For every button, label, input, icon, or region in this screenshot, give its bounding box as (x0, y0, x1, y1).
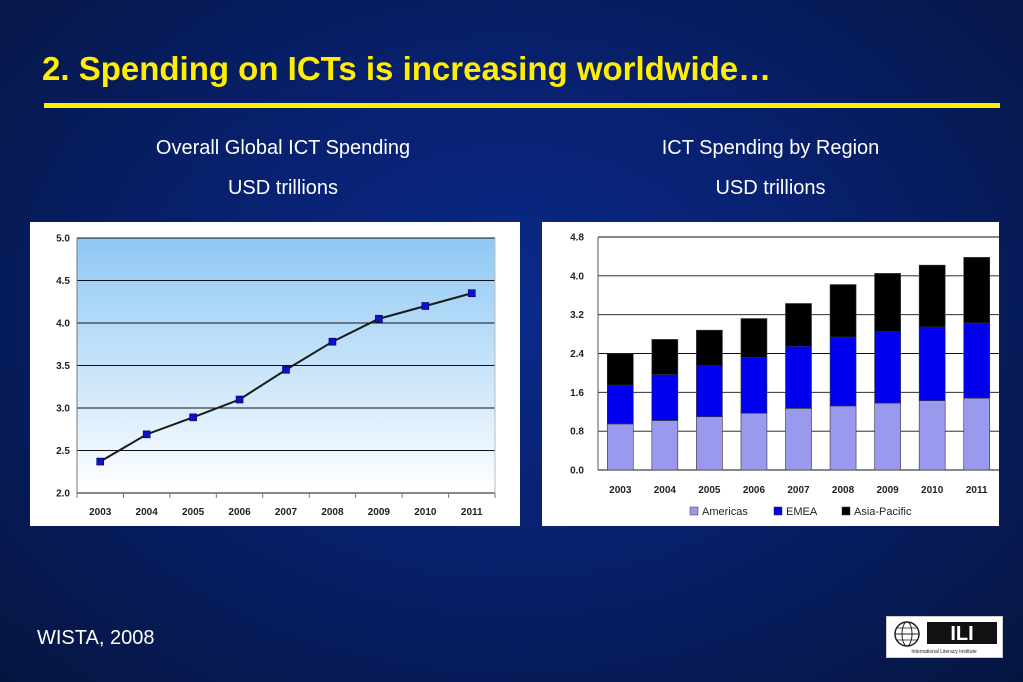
y-tick-label: 0.8 (570, 427, 584, 438)
bar-segment (740, 412, 768, 471)
bar-segment (785, 303, 812, 347)
bar-segment (963, 257, 991, 324)
bar-segment (785, 408, 812, 471)
bar-segment (874, 273, 901, 332)
x-tick-label: 2008 (832, 485, 855, 496)
bar-segment (696, 416, 723, 471)
x-tick-label: 2005 (698, 485, 721, 496)
x-tick-label: 2009 (876, 485, 899, 496)
left-chart-unit: USD trillions (227, 177, 339, 199)
bar-segment (696, 365, 723, 417)
data-point (375, 314, 383, 323)
y-tick-label: 4.5 (56, 276, 70, 287)
y-tick-label: 2.0 (56, 489, 70, 500)
bar-segment (829, 336, 857, 407)
bar-segment (829, 284, 857, 338)
data-point (467, 289, 476, 298)
y-tick-label: 4.0 (56, 319, 70, 330)
globe-icon (894, 621, 920, 647)
logo-text: ILI (950, 623, 973, 645)
bar-segment (606, 423, 634, 471)
bar-segment (829, 405, 857, 471)
x-tick-label: 2011 (966, 485, 988, 496)
x-tick-label: 2006 (743, 485, 766, 496)
data-point (142, 430, 151, 439)
x-tick-label: 2010 (921, 485, 944, 496)
x-tick-label: 2010 (414, 507, 437, 518)
source-citation: WISTA, 2008 (37, 627, 155, 649)
legend-label: Asia-Pacific (854, 506, 912, 518)
legend-swatch (689, 506, 699, 516)
y-tick-label: 4.8 (570, 233, 584, 244)
x-tick-label: 2003 (89, 507, 112, 518)
x-tick-label: 2003 (609, 485, 632, 496)
bar-chart-panel: 4.8 4.0 3.2 2.4 1.6 0.8 0.0 2003 2004 2005 2006 200… (542, 222, 999, 526)
bar-segment (651, 420, 679, 471)
legend-swatch (841, 506, 851, 516)
legend-label: Americas (702, 506, 748, 518)
y-tick-label: 3.5 (56, 361, 70, 372)
y-tick-label: 3.2 (570, 310, 584, 321)
bar-segment (606, 384, 634, 425)
bar-segment (918, 326, 946, 401)
data-point (96, 457, 105, 466)
right-chart-caption: ICT Spending by Region USD trillions (542, 128, 999, 208)
bar-segment (740, 357, 768, 414)
legend-label: EMEA (786, 506, 818, 518)
data-point (189, 413, 197, 422)
bar-segment (874, 402, 901, 471)
x-tick-label: 2007 (787, 485, 810, 496)
bar-segment (696, 329, 723, 366)
x-tick-label: 2006 (228, 507, 251, 518)
slide-title: 2. Spending on ICTs is increasing worldw… (42, 50, 772, 87)
x-tick-label: 2009 (368, 507, 391, 518)
line-chart-panel: 5.0 4.5 4.0 3.5 3.0 2.5 2.0 2003 2004 2005 2006 200… (30, 222, 520, 526)
x-tick-label: 2005 (182, 507, 205, 518)
bar-segment (785, 345, 812, 409)
left-chart-caption: Overall Global ICT Spending USD trillion… (30, 128, 536, 208)
y-tick-label: 1.6 (570, 388, 584, 399)
y-tick-label: 5.0 (56, 234, 70, 245)
line-chart: 5.0 4.5 4.0 3.5 3.0 2.5 2.0 2003 2004 2005 2006 200… (56, 234, 496, 518)
bar-segment (606, 353, 634, 386)
bar-segment (963, 322, 991, 399)
y-tick-label: 0.0 (570, 466, 584, 477)
bar-segment (874, 331, 901, 404)
x-tick-label: 2004 (136, 507, 159, 518)
data-point (421, 302, 430, 310)
x-tick-label: 2011 (461, 507, 483, 518)
legend-swatch (773, 506, 783, 516)
data-point (235, 395, 244, 404)
x-tick-label: 2004 (654, 485, 677, 496)
x-tick-label: 2008 (321, 507, 344, 518)
stacked-bar-chart: 4.8 4.0 3.2 2.4 1.6 0.8 0.0 2003 2004 2005 2006 200… (570, 233, 999, 518)
y-tick-label: 4.0 (570, 271, 584, 282)
bar-segment (651, 374, 679, 421)
logo-subtext: International Literacy Institute (911, 649, 977, 655)
bar-segment (651, 339, 679, 375)
bar-segment (918, 400, 946, 471)
y-tick-label: 3.0 (56, 404, 70, 415)
data-point (328, 337, 337, 346)
right-chart-unit: USD trillions (715, 177, 826, 199)
bar-segment (918, 264, 946, 328)
y-tick-label: 2.5 (56, 446, 70, 457)
right-chart-title: ICT Spending by Region (661, 137, 880, 159)
data-point (282, 365, 290, 374)
left-chart-title: Overall Global ICT Spending (155, 137, 411, 159)
bar-segment (963, 397, 991, 471)
x-tick-label: 2007 (275, 507, 298, 518)
bar-segment (740, 318, 768, 358)
title-underline (44, 103, 1000, 108)
ili-logo: ILI International Literacy Institute (886, 616, 1003, 658)
y-tick-label: 2.4 (570, 349, 584, 360)
